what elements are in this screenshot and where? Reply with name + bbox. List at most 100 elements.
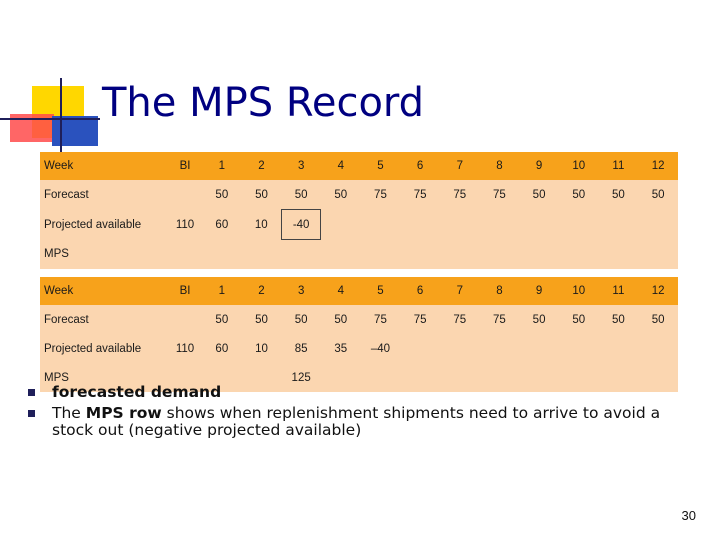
- header-cell: 10: [558, 277, 599, 305]
- header-cell: 10: [558, 152, 599, 180]
- row-label: Projected available: [40, 209, 168, 240]
- bullet-text-bold: MPS row: [85, 404, 162, 422]
- table-cell: [558, 363, 599, 392]
- table-cell: [519, 239, 559, 269]
- table-cell: 50: [558, 305, 599, 334]
- table-cell: 125: [281, 363, 321, 392]
- table-cell: [360, 363, 401, 392]
- logo-horizontal-line: [0, 118, 100, 120]
- table-cell: 75: [400, 180, 440, 210]
- table-cell: [168, 305, 202, 334]
- table-cell: 110: [168, 209, 202, 240]
- table-cell: [638, 334, 678, 363]
- header-cell: 5: [360, 277, 401, 305]
- table-cell: [519, 363, 559, 392]
- header-cell: 9: [519, 277, 559, 305]
- table-cell: –40: [360, 334, 401, 363]
- table-cell: [281, 239, 321, 269]
- table-cell: [400, 363, 440, 392]
- header-cell: Week: [40, 277, 168, 305]
- header-cell: 11: [598, 277, 639, 305]
- header-cell: 11: [598, 152, 639, 180]
- table-cell: 50: [598, 305, 639, 334]
- header-cell: BI: [168, 152, 202, 180]
- table-cell: [479, 239, 520, 269]
- logo-blue-square: [52, 116, 98, 146]
- table-cell: 50: [281, 305, 321, 334]
- row-label: Projected available: [40, 334, 168, 363]
- table-cell: [519, 209, 559, 240]
- header-cell: 4: [320, 152, 361, 180]
- table-cell: 75: [439, 180, 480, 210]
- table-cell: [519, 334, 559, 363]
- table-cell: 75: [439, 305, 480, 334]
- table-cell: [400, 334, 440, 363]
- bullet-text: shows when replenishment shipments need …: [52, 404, 661, 439]
- header-cell: 4: [320, 277, 361, 305]
- table-cell: 75: [360, 305, 401, 334]
- mps-table-updated: Week BI 1 2 3 4 5 6 7 8 9 10 11 12 Forec…: [40, 277, 678, 392]
- table-cell: 10: [241, 334, 282, 363]
- row-label: MPS: [40, 239, 168, 269]
- table-cell: [439, 209, 480, 240]
- table-cell: 50: [241, 305, 282, 334]
- table-cell: [168, 363, 202, 392]
- table-cell: 50: [241, 180, 282, 210]
- header-cell: 8: [479, 152, 520, 180]
- page-number: 30: [681, 508, 696, 523]
- table-cell: 50: [320, 305, 361, 334]
- table-cell: 50: [519, 180, 559, 210]
- table-cell: 50: [638, 180, 678, 210]
- table-cell: [598, 209, 639, 240]
- table-cell: 75: [479, 180, 520, 210]
- table-cell: [439, 363, 480, 392]
- table-cell: [168, 180, 202, 210]
- table-cell: 75: [400, 305, 440, 334]
- table-cell: [320, 239, 361, 269]
- table-cell: 50: [281, 180, 321, 210]
- logo-decoration: [0, 0, 100, 160]
- table-cell: 35: [320, 334, 361, 363]
- slide-title: The MPS Record: [102, 80, 425, 126]
- bullet-item: forecasted demand: [28, 384, 698, 401]
- table-cell: 60: [202, 334, 242, 363]
- table-cell: [479, 209, 520, 240]
- bullet-text: The: [52, 404, 86, 422]
- table-cell: [558, 209, 599, 240]
- table-cell: [439, 334, 480, 363]
- header-cell: 12: [638, 152, 678, 180]
- header-cell: 1: [202, 277, 242, 305]
- table-cell: [400, 239, 440, 269]
- square-bullet-icon: [28, 389, 35, 396]
- table-cell: 50: [519, 305, 559, 334]
- table-cell: [168, 239, 202, 269]
- table-cell: [400, 209, 440, 240]
- table-cell: 50: [202, 180, 242, 210]
- bullet-list: forecasted demand The MPS row shows when…: [28, 384, 698, 439]
- table-header-row: Week BI 1 2 3 4 5 6 7 8 9 10 11 12: [40, 277, 678, 305]
- table-cell: 50: [638, 305, 678, 334]
- header-cell: Week: [40, 152, 168, 180]
- square-bullet-icon: [28, 410, 35, 417]
- table-cell: 50: [320, 180, 361, 210]
- header-cell: 6: [400, 152, 440, 180]
- table-cell: [479, 363, 520, 392]
- mps-table-initial: Week BI 1 2 3 4 5 6 7 8 9 10 11 12 Forec…: [40, 152, 678, 269]
- table-cell: [638, 239, 678, 269]
- table-cell: [638, 209, 678, 240]
- table-row: Projected available 110 60 10 85 35 –40: [40, 334, 678, 363]
- table-cell: [241, 363, 282, 392]
- table-cell: [360, 239, 401, 269]
- table-cell: [598, 239, 639, 269]
- bullet-text-bold: forecasted demand: [52, 383, 222, 401]
- table-cell: [638, 363, 678, 392]
- table-row: MPS 125: [40, 363, 678, 392]
- header-cell: 5: [360, 152, 401, 180]
- table-cell: 50: [598, 180, 639, 210]
- table-cell: [202, 239, 242, 269]
- header-cell: 7: [439, 277, 480, 305]
- table-cell: 10: [241, 209, 282, 240]
- header-cell: 2: [241, 277, 282, 305]
- row-label: Forecast: [40, 180, 168, 210]
- table-cell: 50: [202, 305, 242, 334]
